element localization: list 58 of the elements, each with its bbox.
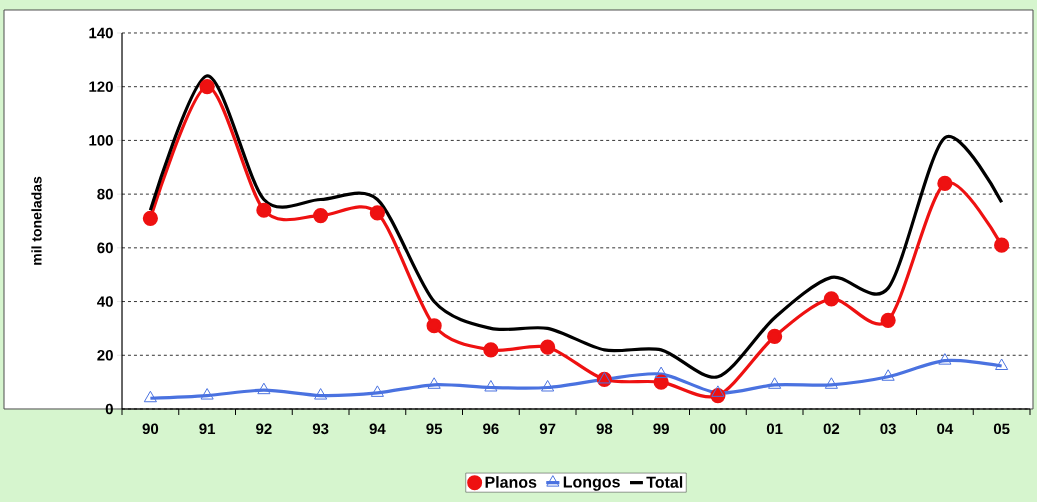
point: [426, 318, 442, 334]
point: [994, 237, 1010, 253]
point: [370, 385, 384, 397]
point: [711, 385, 725, 397]
legend-label: Planos: [485, 476, 537, 488]
x-tick-label: 03: [880, 423, 896, 435]
point: [483, 342, 499, 358]
point: [597, 371, 611, 384]
point: [824, 377, 838, 389]
point: [540, 339, 556, 355]
x-tick-label: 95: [426, 423, 443, 435]
point: [427, 377, 441, 389]
y-tick-label: 140: [89, 27, 113, 39]
point: [881, 369, 895, 381]
point: [654, 366, 668, 379]
point: [200, 388, 214, 400]
point: [142, 210, 158, 226]
y-tick-label: 20: [97, 349, 113, 361]
y-tick-label: 120: [89, 81, 113, 92]
x-tick-label: 92: [256, 423, 272, 435]
y-tick-label: 0: [105, 403, 113, 415]
x-tick-label: 93: [312, 423, 329, 435]
point: [541, 380, 555, 392]
point: [768, 377, 782, 389]
x-tick-label: 97: [539, 423, 556, 435]
x-tick-label: 04: [937, 423, 954, 435]
y-tick-label: 40: [97, 296, 113, 307]
point: [880, 312, 896, 328]
point: [938, 353, 952, 365]
point: [256, 202, 272, 218]
point: [314, 388, 328, 400]
point: [937, 175, 953, 191]
x-tick-label: 90: [142, 423, 159, 435]
y-tick-label: 80: [97, 188, 113, 200]
point: [484, 380, 498, 392]
x-tick-label: 98: [596, 423, 613, 435]
x-tick-label: 94: [369, 423, 386, 435]
legend-label: Total: [646, 476, 683, 488]
y-tick-label: 100: [89, 135, 113, 146]
point: [823, 291, 839, 307]
x-tick-label: 02: [823, 423, 840, 435]
x-tick-label: 96: [483, 423, 499, 435]
point: [653, 374, 669, 390]
x-tick-label: 99: [653, 423, 669, 435]
y-axis-title: mil toneladas: [31, 176, 42, 265]
x-tick-label: 00: [710, 423, 726, 435]
point: [369, 205, 385, 221]
point: [767, 328, 783, 345]
x-tick-label: 05: [993, 423, 1010, 435]
point: [313, 208, 329, 224]
y-tick-label: 60: [97, 242, 113, 254]
legend-label: Longos: [563, 476, 620, 491]
point: [995, 358, 1009, 371]
point: [199, 79, 215, 95]
x-tick-label: 01: [766, 423, 783, 435]
x-tick-label: 91: [199, 423, 216, 435]
point: [143, 390, 157, 403]
point: [257, 382, 271, 395]
